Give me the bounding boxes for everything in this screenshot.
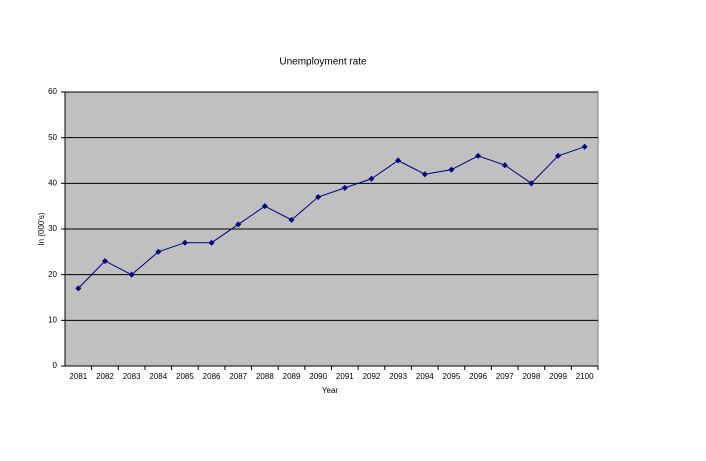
y-tick-label: 10 [48,315,57,324]
x-tick-label: 2098 [522,372,540,381]
x-tick-label: 2099 [549,372,567,381]
x-tick-label: 2093 [389,372,407,381]
point-marker [501,162,508,169]
x-tick-label: 2095 [443,372,461,381]
point-marker [288,216,295,223]
x-tick-label: 2088 [256,372,274,381]
point-marker [395,157,402,164]
point-marker [235,221,242,228]
x-tick-label: 2100 [576,372,594,381]
x-tick-label: 2097 [496,372,514,381]
y-tick-label: 30 [48,224,57,233]
series-line [77,146,585,289]
point-marker [101,257,108,264]
point-marker [128,271,135,278]
y-tick-label: 60 [48,87,57,96]
x-tick-label: 2085 [176,372,194,381]
point-marker [341,184,348,191]
point-marker [581,143,588,150]
x-tick-label: 2089 [283,372,301,381]
point-marker [75,285,82,292]
point-marker [555,152,562,159]
point-marker [368,175,375,182]
point-marker [421,171,428,178]
x-tick-label: 2082 [96,372,114,381]
x-tick-label: 2081 [69,372,87,381]
y-axis-label: In (000's) [37,212,46,245]
x-tick-label: 2091 [336,372,354,381]
x-tick-label: 2090 [309,372,327,381]
point-marker [208,239,215,246]
point-marker [475,152,482,159]
point-marker [261,203,268,210]
chart-title: Unemployment rate [279,57,367,68]
x-tick-label: 2087 [229,372,247,381]
point-marker [448,166,455,173]
point-marker [315,194,322,201]
x-tick-label: 2086 [203,372,221,381]
x-tick-label: 2096 [469,372,487,381]
x-tick-label: 2094 [416,372,434,381]
y-tick-label: 0 [53,361,58,370]
y-tick-label: 40 [48,178,57,187]
y-tick-label: 50 [48,133,57,142]
point-marker [181,239,188,246]
x-tick-label: 2092 [363,372,381,381]
x-tick-label: 2084 [149,372,167,381]
point-marker [155,248,162,255]
x-tick-label: 2083 [123,372,141,381]
y-tick-label: 20 [48,270,57,279]
point-marker [528,180,535,187]
x-axis-label: Year [322,386,339,395]
